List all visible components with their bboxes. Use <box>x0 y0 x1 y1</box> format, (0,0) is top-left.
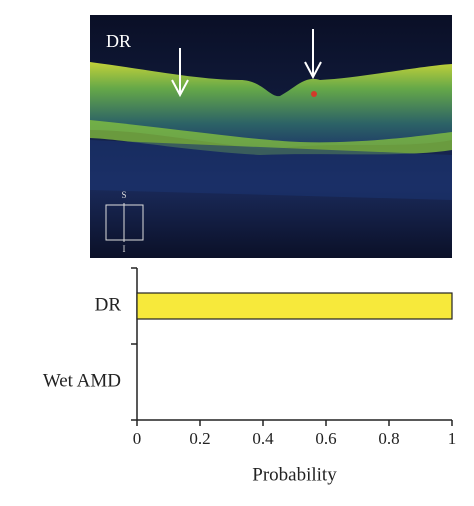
chart: 0 0.2 0.4 0.6 0.8 1 Probability DR Wet AMD <box>43 267 457 485</box>
arrow-head <box>171 79 189 98</box>
bar <box>136 292 453 320</box>
oct-image: DR S I <box>90 15 452 258</box>
x-tick-label: 0.8 <box>378 429 399 448</box>
x-tick-label: 0.6 <box>315 429 336 448</box>
y-tick-label: DR <box>95 294 122 315</box>
arrow-head <box>304 61 322 80</box>
y-tick-label: Wet AMD <box>43 370 121 391</box>
x-tick-label: 0 <box>133 429 142 448</box>
orientation-bottom: I <box>123 244 126 254</box>
x-axis-label: Probability <box>252 464 337 485</box>
orientation-top: S <box>121 190 126 200</box>
image-label: DR <box>106 31 131 51</box>
x-tick-label: 1 <box>448 429 457 448</box>
x-tick-label: 0.2 <box>189 429 210 448</box>
x-tick-label: 0.4 <box>252 429 274 448</box>
